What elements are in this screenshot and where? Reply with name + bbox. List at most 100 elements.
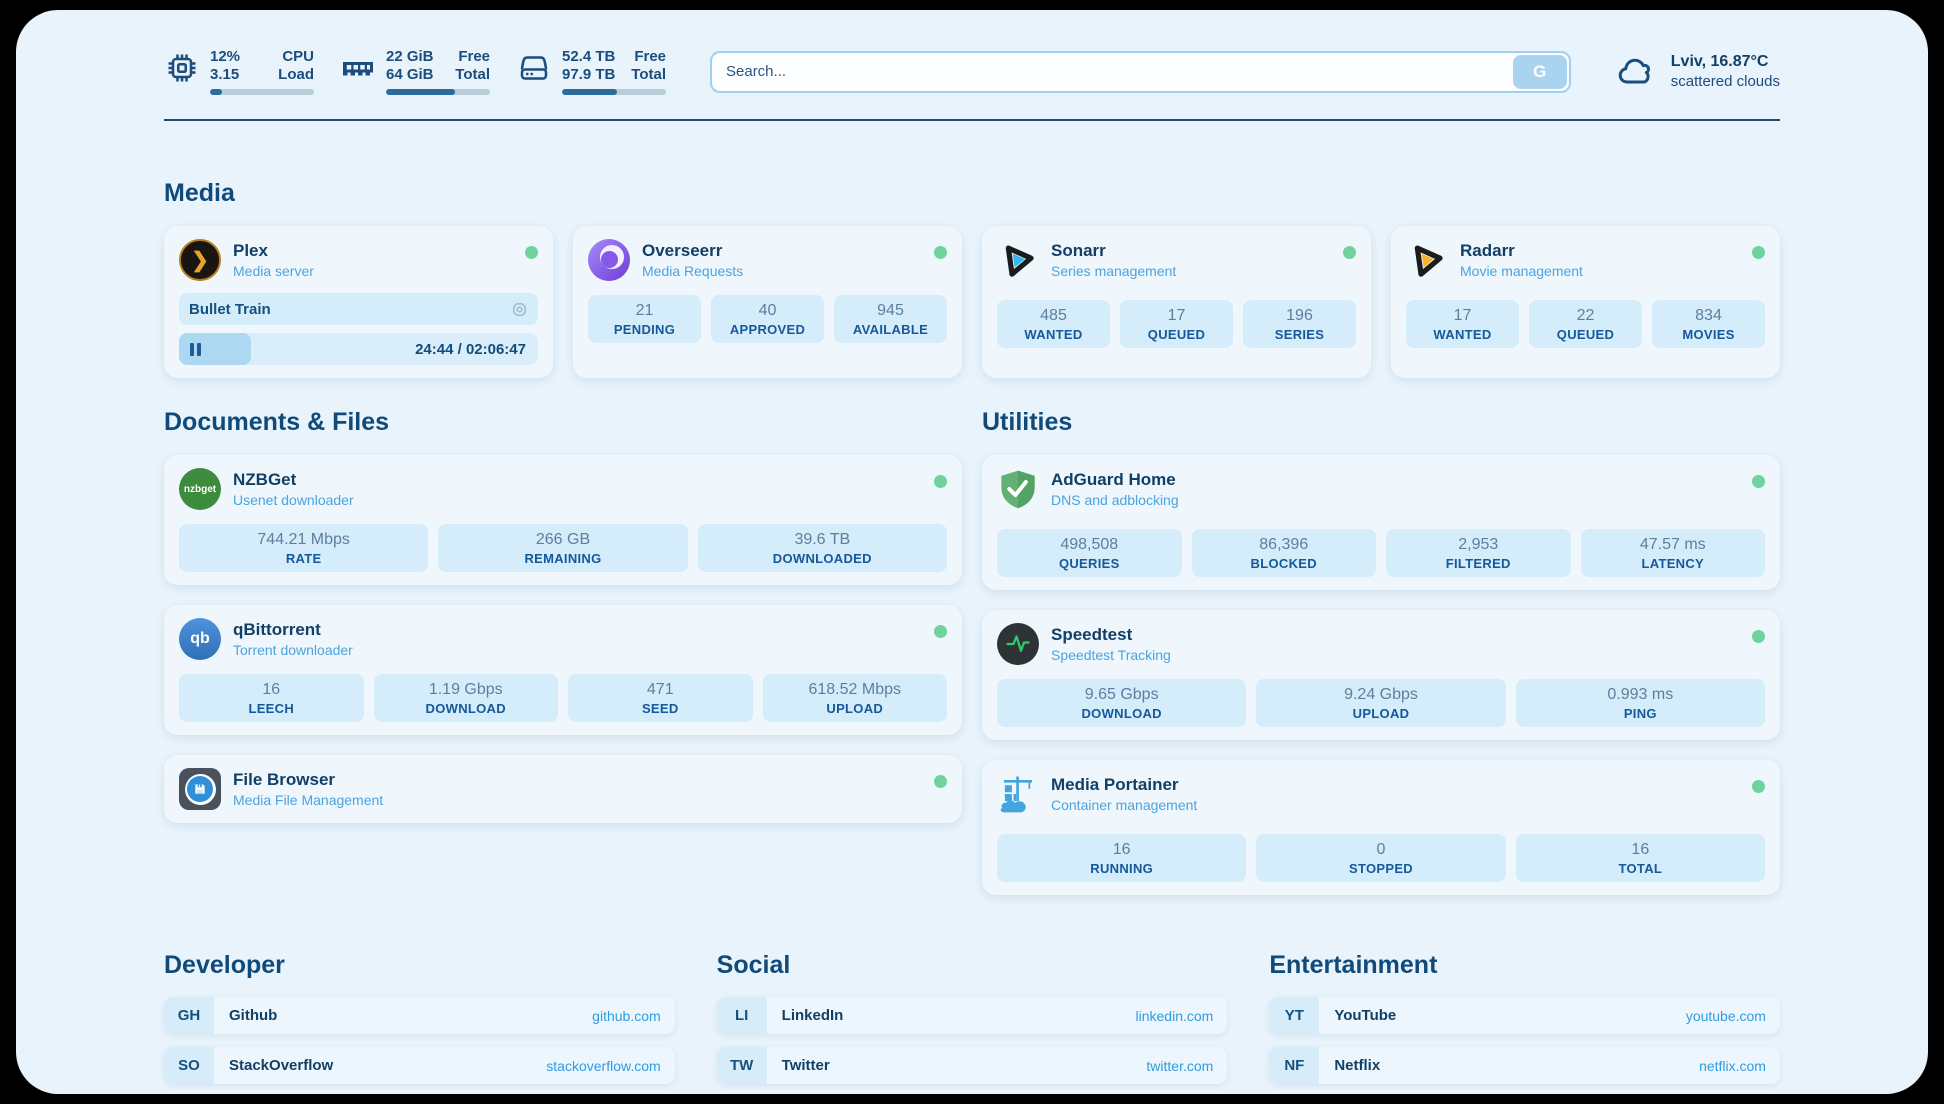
disk-progress-track: [562, 89, 666, 95]
link-url: youtube.com: [1685, 1007, 1766, 1024]
stat-box: 0 STOPPED: [1256, 834, 1506, 882]
search-input[interactable]: [710, 50, 1571, 93]
adguard-icon: [997, 468, 1039, 515]
app-card-filebrowser[interactable]: File Browser Media File Management: [164, 755, 962, 823]
app-subtitle: Movie management: [1460, 263, 1583, 279]
cpu-label-2: Load: [278, 66, 314, 83]
app-subtitle: Container management: [1051, 797, 1198, 813]
stat-box: 744.21 Mbps RATE: [179, 524, 429, 572]
playback-progress-track: 24:44 / 02:06:47: [179, 333, 538, 365]
link-row-twitter[interactable]: TW Twitter twitter.com: [716, 1047, 1228, 1084]
cpu-load-value: 3.15: [210, 66, 240, 83]
playback-progress-fill: [179, 333, 251, 365]
stat-box: 2,953 FILTERED: [1386, 529, 1571, 577]
link-row-stackoverflow[interactable]: SO StackOverflow stackoverflow.com: [164, 1047, 675, 1084]
app-card-qbittorrent[interactable]: qb qBittorrent Torrent downloader 16 LEEC…: [164, 605, 962, 735]
disk-progress-fill: [562, 89, 618, 95]
ram-free-value: 22 GiB: [386, 48, 434, 65]
search-engine-button[interactable]: G: [1512, 54, 1567, 89]
app-subtitle: Usenet downloader: [233, 492, 354, 508]
cpu-icon: [168, 54, 196, 82]
app-card-plex[interactable]: ❯ Plex Media server Bullet Train: [164, 226, 553, 378]
portainer-icon: [997, 773, 1039, 820]
stat-box: 9.24 Gbps UPLOAD: [1256, 679, 1506, 727]
ram-label-2: Total: [455, 66, 490, 83]
cpu-progress-fill: [210, 89, 223, 95]
link-name: Netflix: [1334, 1057, 1381, 1074]
ram-total-value: 64 GiB: [386, 66, 434, 83]
section-title-documents: Documents & Files: [164, 408, 390, 436]
stat-box: 21 PENDING: [588, 295, 701, 343]
link-row-youtube[interactable]: YT YouTube youtube.com: [1269, 997, 1780, 1034]
links-entertainment: Entertainment YT YouTube youtube.com NF …: [1269, 951, 1780, 1094]
app-card-adguard[interactable]: AdGuard Home DNS and adblocking 498,508 Q…: [982, 455, 1780, 590]
stat-box: 39.6 TB DOWNLOADED: [697, 524, 947, 572]
app-subtitle: Series management: [1051, 263, 1177, 279]
now-playing-title: Bullet Train: [189, 300, 271, 318]
ram-progress-track: [386, 89, 490, 95]
stat-box: 485 WANTED: [997, 300, 1110, 348]
link-badge: YT: [1269, 997, 1320, 1034]
link-row-github[interactable]: GH Github github.com: [164, 997, 675, 1034]
app-name: Overseerr: [642, 241, 723, 260]
documents-column: Documents & Files nzbget NZBGet Usenet d…: [164, 408, 962, 823]
cloud-icon: [1618, 58, 1650, 83]
ram-progress-fill: [386, 89, 455, 95]
app-name: Speedtest: [1051, 625, 1133, 644]
link-badge: LI: [716, 997, 767, 1034]
stat-box: 196 SERIES: [1243, 300, 1356, 348]
stat-box: 40 APPROVED: [711, 295, 824, 343]
utilities-column: Utilities AdGuard Home D: [982, 408, 1780, 895]
link-name: LinkedIn: [781, 1007, 844, 1024]
app-name: qBittorrent: [233, 620, 321, 639]
overseerr-icon: [588, 239, 630, 281]
ram-icon: [343, 62, 373, 76]
status-dot: [934, 475, 947, 488]
camera-icon[interactable]: [511, 301, 528, 318]
link-row-linkedin[interactable]: LI LinkedIn linkedin.com: [716, 997, 1228, 1034]
plex-icon: ❯: [179, 239, 221, 281]
stat-box: 16 RUNNING: [997, 834, 1247, 882]
app-subtitle: Torrent downloader: [233, 642, 353, 658]
pause-icon: [190, 342, 194, 356]
cpu-usage-value: 12%: [210, 48, 241, 65]
link-name: YouTube: [1334, 1007, 1397, 1024]
status-dot: [1752, 475, 1765, 488]
stat-box: 86,396 BLOCKED: [1191, 529, 1376, 577]
link-url: netflix.com: [1699, 1057, 1766, 1074]
links-social: Social LI LinkedIn linkedin.com TW Twitt…: [716, 951, 1228, 1094]
stat-box: 834 MOVIES: [1652, 300, 1765, 348]
weather-widget: Lviv, 16.87°C scattered clouds: [1613, 52, 1780, 92]
stat-box: 17 WANTED: [1406, 300, 1519, 348]
stat-box: 266 GB REMAINING: [438, 524, 688, 572]
app-subtitle: DNS and adblocking: [1051, 492, 1179, 508]
stat-box: 47.57 ms LATENCY: [1580, 529, 1765, 577]
status-dot: [1752, 246, 1765, 259]
header-divider: [164, 119, 1780, 121]
status-dot: [934, 246, 947, 259]
app-name: File Browser: [233, 770, 336, 789]
app-name: NZBGet: [233, 470, 297, 489]
section-title-entertainment: Entertainment: [1269, 951, 1438, 979]
section-title-media: Media: [164, 179, 235, 207]
link-name: StackOverflow: [229, 1057, 334, 1074]
link-badge: NF: [1269, 1047, 1320, 1084]
status-dot: [1343, 246, 1356, 259]
app-card-overseerr[interactable]: Overseerr Media Requests 21 PENDING 40 APP…: [573, 226, 962, 378]
app-card-portainer[interactable]: Media Portainer Container management 16 R…: [982, 760, 1780, 895]
disk-free-value: 52.4 TB: [562, 48, 616, 65]
app-card-sonarr[interactable]: Sonarr Series management 485 WANTED 17 QUE…: [982, 226, 1371, 378]
speedtest-icon: [997, 623, 1039, 665]
ram-label-1: Free: [458, 48, 490, 65]
link-row-netflix[interactable]: NF Netflix netflix.com: [1269, 1047, 1780, 1084]
playback-time: 24:44 / 02:06:47: [415, 340, 526, 358]
weather-location: Lviv, 16.87°C: [1670, 53, 1769, 70]
status-dot: [1752, 780, 1765, 793]
app-card-speedtest[interactable]: Speedtest Speedtest Tracking 9.65 Gbps DO…: [982, 610, 1780, 740]
stat-box: 471 SEED: [568, 674, 753, 722]
app-card-nzbget[interactable]: nzbget NZBGet Usenet downloader 744.21 M…: [164, 455, 962, 585]
app-card-radarr[interactable]: Radarr Movie management 17 WANTED 22 QUEUE…: [1391, 226, 1780, 378]
app-subtitle: Media server: [233, 263, 314, 279]
link-url: linkedin.com: [1135, 1007, 1214, 1024]
stat-box: 945 AVAILABLE: [834, 295, 947, 343]
